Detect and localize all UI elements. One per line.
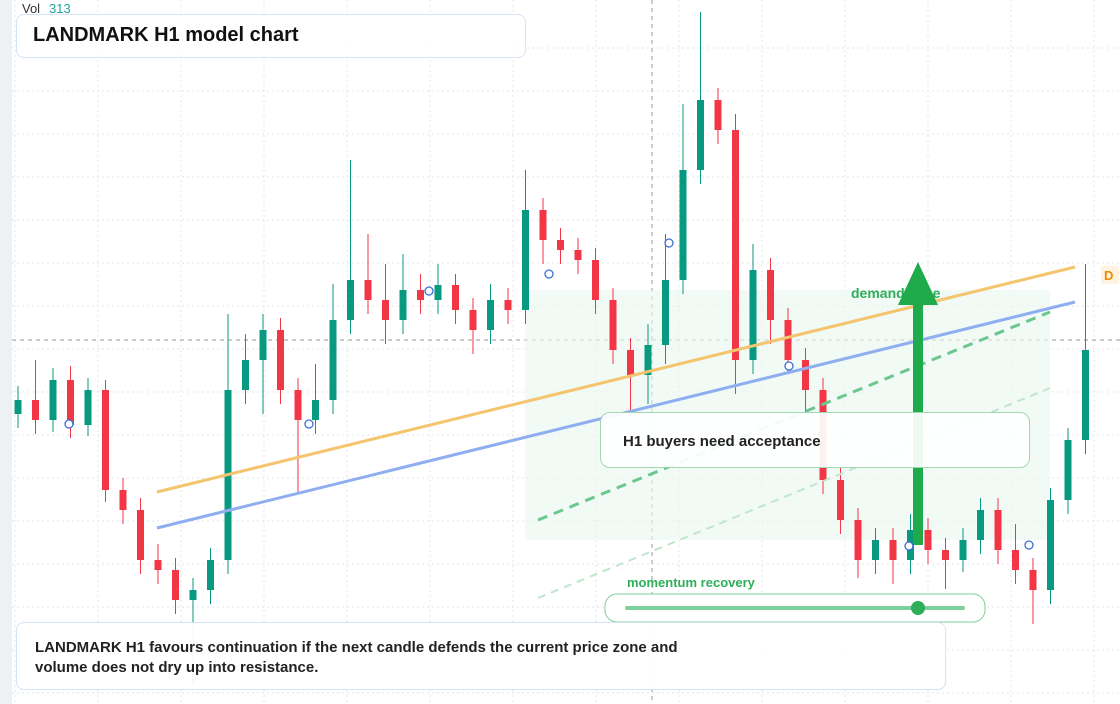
- candle-body: [714, 100, 722, 130]
- candle-body: [207, 560, 214, 590]
- candle-body: [294, 390, 302, 420]
- candle-body: [837, 480, 844, 520]
- candle-body: [382, 300, 389, 320]
- candle-body: [662, 280, 669, 345]
- signal-marker: [1024, 540, 1034, 550]
- signal-marker: [304, 419, 314, 429]
- candle-body: [574, 250, 582, 260]
- title-box: LANDMARK H1 model chart: [16, 14, 526, 58]
- slider-label: momentum recovery: [627, 575, 756, 590]
- candle-body: [959, 540, 967, 560]
- candle-body: [364, 280, 372, 300]
- candle-body: [732, 130, 739, 360]
- candles: [14, 12, 1089, 684]
- candle-body: [1082, 350, 1089, 440]
- badge: [1101, 266, 1119, 284]
- candle-body: [67, 380, 74, 425]
- candle-body: [417, 290, 424, 300]
- candle-body: [784, 320, 792, 360]
- candle-body: [749, 270, 757, 360]
- note-box: LANDMARK H1 favours continuation if the …: [16, 622, 946, 690]
- vol-label: Vol: [22, 1, 40, 16]
- candle-body: [1047, 500, 1054, 590]
- candle-body: [994, 510, 1002, 550]
- candle-body: [1064, 440, 1072, 500]
- candle-body: [242, 360, 249, 390]
- candle-body: [154, 560, 162, 570]
- candle-body: [522, 210, 529, 310]
- candle-body: [452, 285, 459, 310]
- vol-value: 313: [49, 1, 71, 16]
- candle-body: [259, 330, 267, 360]
- callout: H1 buyers need acceptance: [600, 412, 1030, 468]
- candle-body: [329, 320, 337, 400]
- candle-body: [312, 400, 319, 420]
- candle-body: [627, 350, 634, 375]
- candle-body: [942, 550, 949, 560]
- candle-body: [679, 170, 687, 280]
- candle-body: [1029, 570, 1037, 590]
- candle-body: [14, 400, 22, 414]
- note: LANDMARK H1 favours continuation if the …: [35, 639, 678, 676]
- candle-body: [399, 290, 407, 320]
- callout-text: H1 buyers need acceptance: [623, 433, 821, 450]
- candle-body: [137, 510, 144, 560]
- candle-body: [889, 540, 897, 560]
- signal-marker: [544, 269, 554, 279]
- candle-body: [697, 100, 704, 170]
- candle-body: [504, 300, 512, 310]
- candle-body: [592, 260, 599, 300]
- candle-body: [49, 380, 57, 420]
- candle-body: [977, 510, 984, 540]
- candle-body: [119, 490, 127, 510]
- slider-knob[interactable]: [911, 601, 925, 615]
- signal-marker: [664, 238, 674, 248]
- candle-body: [469, 310, 477, 330]
- candle-body: [434, 285, 442, 300]
- signal-marker: [784, 361, 794, 371]
- signal-marker: [64, 419, 74, 429]
- arrow-head: [898, 262, 938, 305]
- signal-marker: [904, 541, 914, 551]
- candle-body: [277, 330, 284, 390]
- candle-body: [487, 300, 494, 330]
- candle-body: [539, 210, 547, 240]
- candle-body: [609, 300, 617, 350]
- candle-body: [924, 530, 932, 550]
- side-strip: [0, 0, 12, 704]
- candle-body: [84, 390, 92, 425]
- candle-body: [854, 520, 862, 560]
- candle-body: [767, 270, 774, 320]
- candle-body: [172, 570, 179, 600]
- candle-body: [557, 240, 564, 250]
- candle-body: [644, 345, 652, 375]
- signal-marker: [424, 286, 434, 296]
- candle-body: [189, 590, 197, 600]
- candle-body: [1012, 550, 1019, 570]
- candle-body: [872, 540, 879, 560]
- candle-body: [802, 360, 809, 390]
- badge-text: D: [1104, 268, 1113, 283]
- candle-body: [347, 280, 354, 320]
- title: LANDMARK H1 model chart: [33, 24, 299, 46]
- candle-body: [102, 390, 109, 490]
- candle-body: [32, 400, 39, 420]
